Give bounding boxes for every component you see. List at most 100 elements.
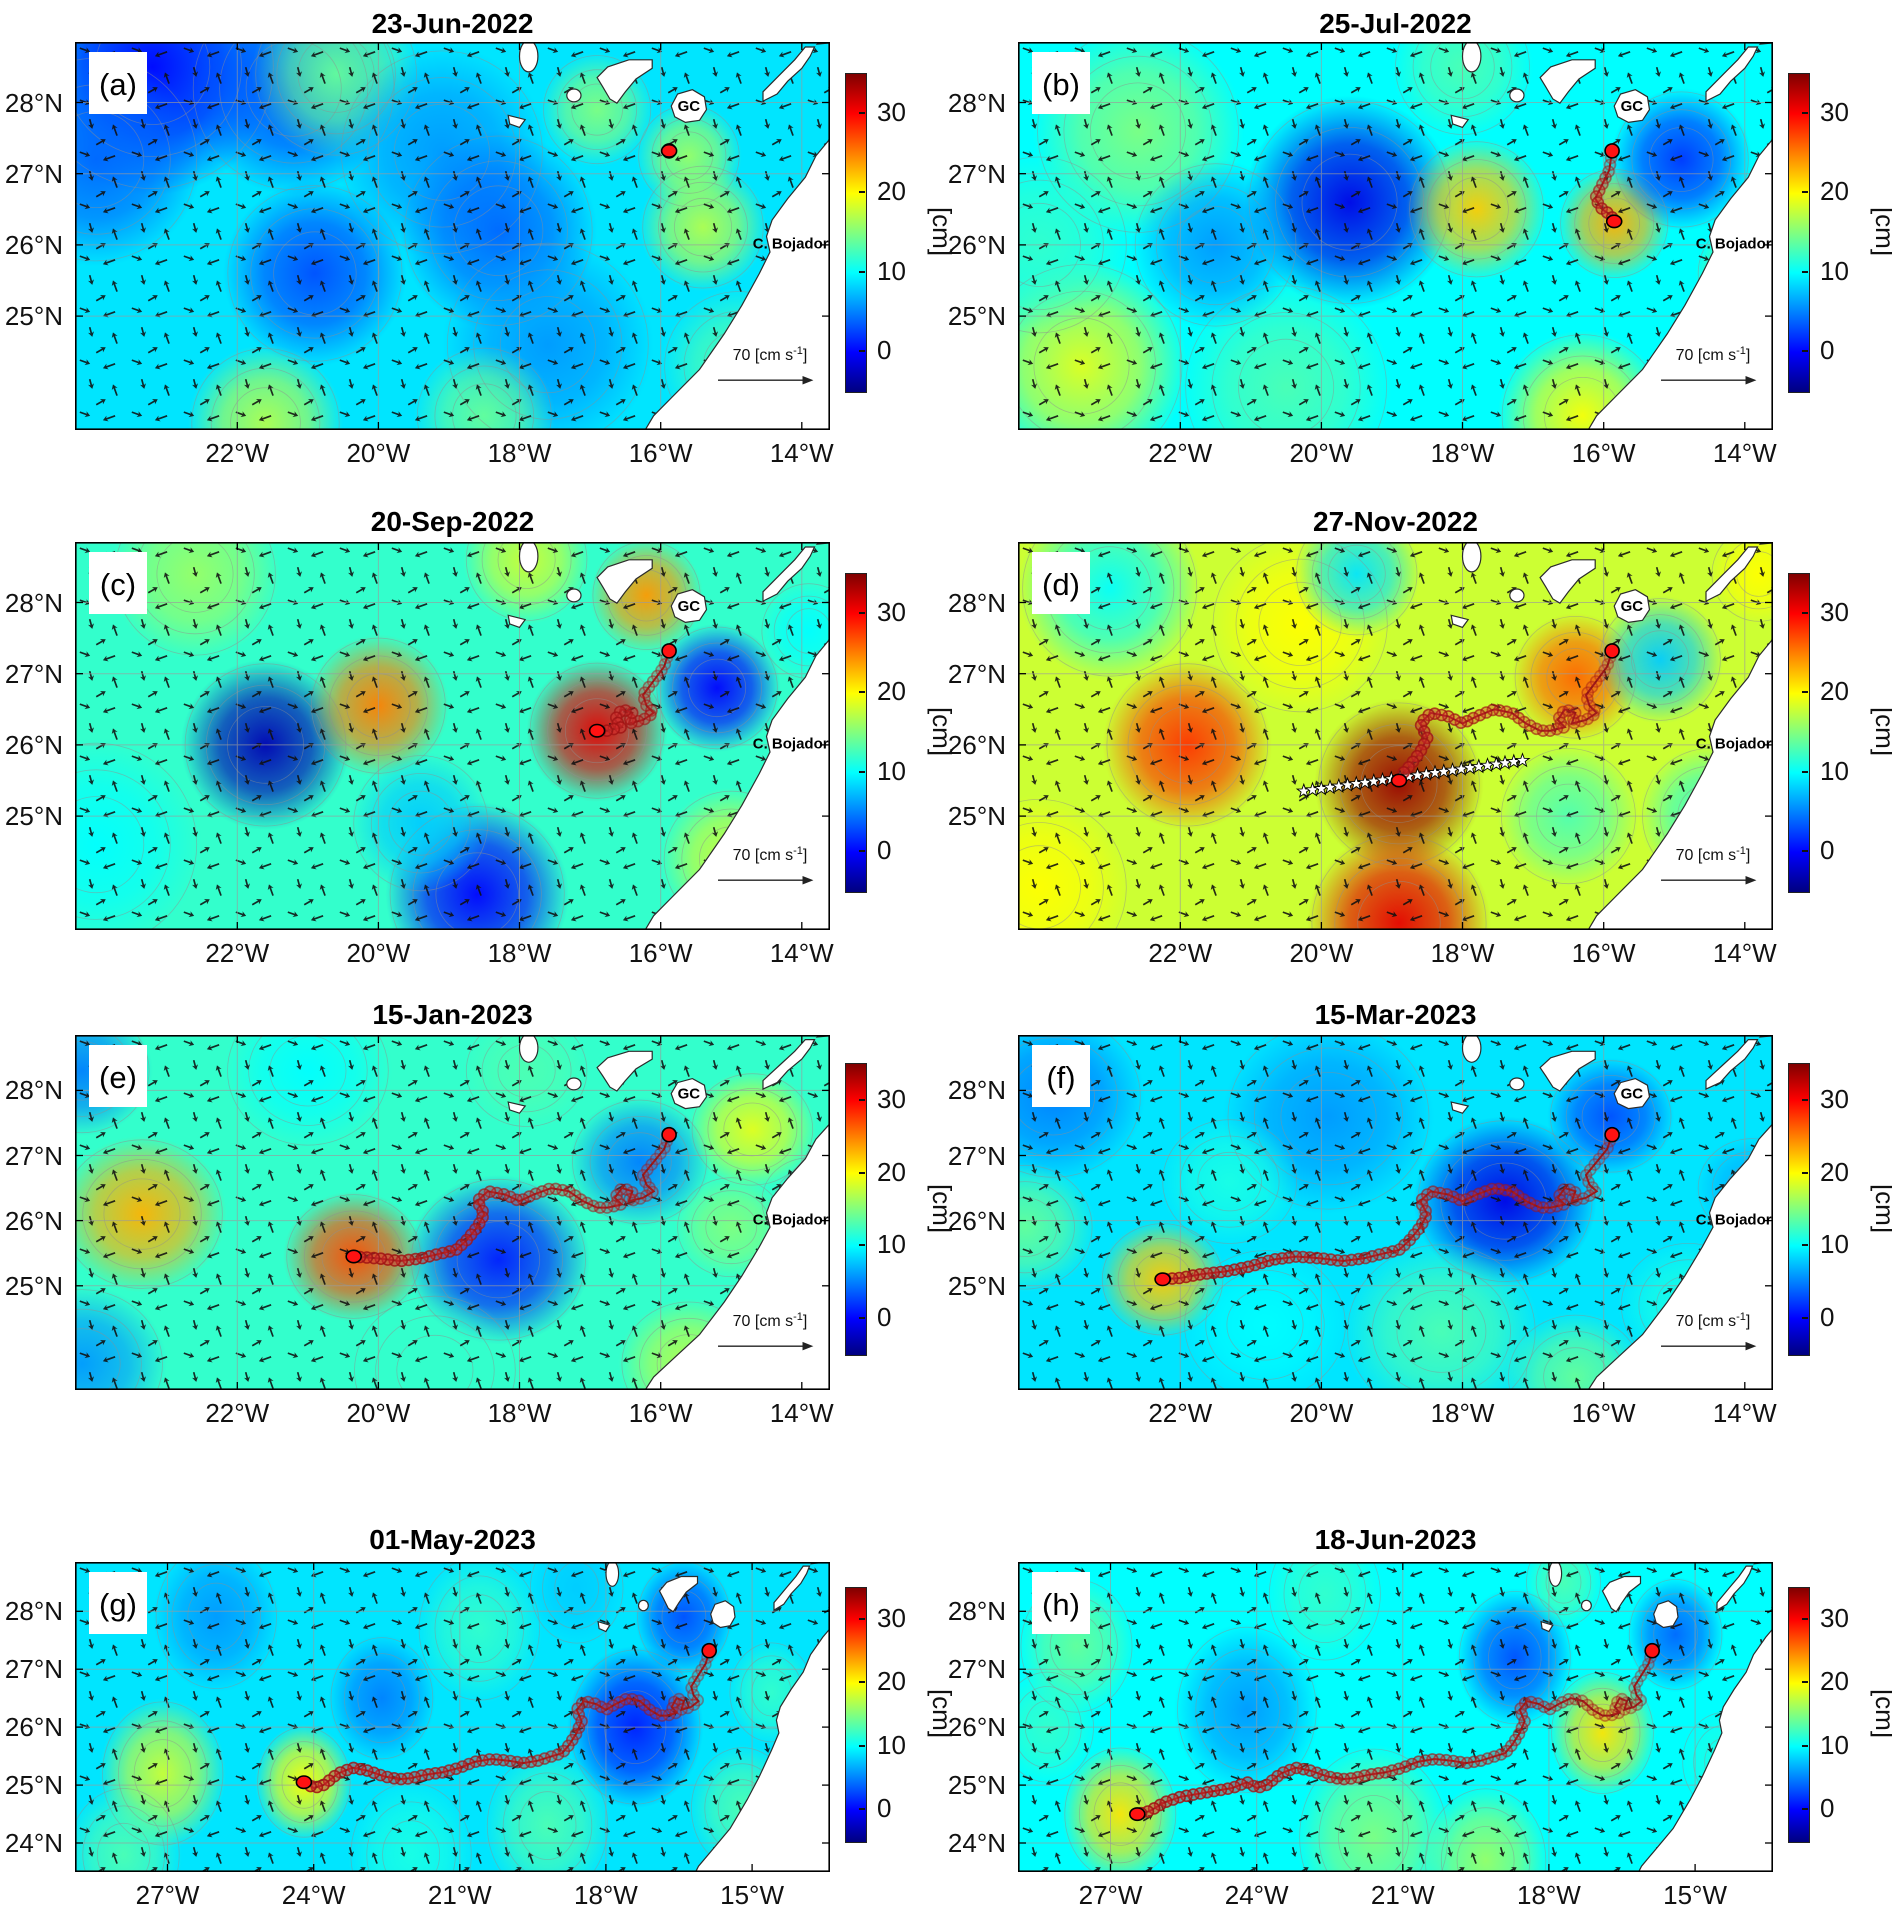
lat-tick-label: 26°N: [4, 1712, 63, 1743]
quiver-scale-arrow: [1661, 376, 1757, 385]
quiver-scale-label: 70 [cm s-1]: [733, 345, 808, 364]
panel-title: 25-Jul-2022: [1319, 8, 1472, 39]
lon-tick-label: 18°W: [487, 938, 552, 968]
cape-bojador-label: C. Bojador: [753, 736, 829, 753]
cape-bojador-label: C. Bojador: [1696, 236, 1772, 253]
lon-tick-label: 16°W: [1571, 438, 1636, 468]
colorbar-tick-label: 10: [877, 255, 906, 286]
map-c: GC C. Bojador 70 [cm s-1] (c): [75, 542, 830, 930]
colorbar-tick-label: 20: [877, 1156, 906, 1187]
colorbar-tick-mark: [1802, 191, 1808, 194]
map-f: GC C. Bojador 70 [cm s-1] (f): [1018, 1035, 1773, 1390]
lat-tick-label: 26°N: [4, 1205, 63, 1236]
eddy-current-center-marker: [1129, 1807, 1146, 1822]
cape-bojador-label: C. Bojador: [753, 1211, 829, 1228]
gran-canaria-label: GC: [1621, 598, 1644, 615]
land-layer: [1450, 542, 1773, 930]
eddy-track-daily-markers: [1397, 644, 1619, 779]
lat-tick-label: 26°N: [947, 229, 1006, 260]
lat-tick-label: 27°N: [947, 658, 1006, 689]
colorbar-tick-label: 10: [877, 1229, 906, 1260]
colorbar-tick-mark: [859, 1098, 865, 1101]
lat-tick-label: 24°N: [947, 1828, 1006, 1859]
lat-tick-label: 28°N: [4, 1075, 63, 1106]
colorbar-tick-mark: [859, 1317, 865, 1320]
colorbar-tick-label: 0: [1820, 835, 1835, 866]
island-tenerife: [658, 1575, 699, 1613]
lon-tick-label: 22°W: [1148, 938, 1213, 968]
colorbar-tick-mark: [1802, 350, 1808, 353]
lon-tick-label: 15°W: [1663, 1880, 1727, 1910]
panel-title: 20-Sep-2022: [370, 506, 535, 537]
island-la-palma: [1461, 42, 1482, 73]
lon-tick-label: 15°W: [720, 1880, 784, 1910]
colorbar-tick-mark: [859, 691, 865, 694]
lon-tick-label: 20°W: [346, 438, 411, 468]
colorbar-tick-mark: [1802, 1681, 1808, 1684]
lat-tick-label: 26°N: [4, 729, 63, 760]
african-coast-landmass: [1637, 1627, 1773, 1872]
lat-tick-label: 25°N: [947, 301, 1006, 332]
lat-tick-label: 26°N: [4, 229, 63, 260]
colorbar-tick-mark: [1802, 1617, 1808, 1620]
colorbar-tick-label: 30: [1820, 1602, 1849, 1633]
gran-canaria-label: GC: [678, 1086, 701, 1103]
panel-title: 15-Mar-2023: [1314, 999, 1477, 1030]
lon-tick-label: 18°W: [487, 438, 552, 468]
panel-letter-box: (g): [89, 1572, 147, 1634]
lon-tick-label: 16°W: [628, 938, 693, 968]
colorbar-tick-mark: [1802, 1744, 1808, 1747]
colorbar: [845, 73, 867, 394]
island-gran-canaria: [1613, 1077, 1651, 1110]
lat-tick-label: 28°N: [947, 1596, 1006, 1627]
island-fuerteventura: [1705, 46, 1759, 103]
colorbar-tick-mark: [859, 270, 865, 273]
african-coast-landmass: [644, 637, 830, 930]
graticule-gridlines: [1018, 1035, 1773, 1390]
colorbar-tick-label: 0: [1820, 1793, 1835, 1824]
colorbar: [1788, 73, 1810, 394]
panel-letter-box: (e): [89, 1045, 147, 1107]
lon-tick-label: 16°W: [628, 438, 693, 468]
colorbar-tick-mark: [1802, 611, 1808, 614]
colorbar-tick-label: 30: [877, 1602, 906, 1633]
lat-tick-label: 25°N: [947, 801, 1006, 832]
lat-tick-label: 28°N: [947, 1075, 1006, 1106]
quiver-scale-label: 70 [cm s-1]: [733, 1311, 808, 1330]
lon-tick-label: 22°W: [1148, 1398, 1213, 1428]
quiver-scale-arrow: [718, 1341, 814, 1351]
lon-tick-label: 14°W: [769, 1398, 834, 1428]
panel-title: 01-May-2023: [369, 1524, 536, 1555]
cape-bojador-label: C. Bojador: [753, 236, 829, 253]
eddy-track-line: [1398, 650, 1614, 778]
lon-tick-label: 22°W: [205, 1398, 270, 1428]
panel-letter-box: (b): [1032, 52, 1090, 114]
island-la-palma: [518, 1035, 539, 1063]
colorbar-tick-mark: [1802, 1098, 1808, 1101]
land-layer: [1450, 42, 1773, 430]
quiver-scale-label: 70 [cm s-1]: [1676, 845, 1751, 864]
lon-tick-label: 16°W: [1571, 1398, 1636, 1428]
panel-title: 23-Jun-2022: [371, 8, 534, 39]
colorbar-tick-mark: [859, 1744, 865, 1747]
lon-tick-label: 18°W: [1430, 938, 1495, 968]
colorbar-tick-label: 10: [1820, 1729, 1849, 1760]
eddy-track-line: [353, 1134, 671, 1263]
island-fuerteventura: [1705, 1038, 1759, 1091]
cape-bojador-label: C. Bojador: [1696, 1211, 1772, 1228]
lon-tick-label: 18°W: [487, 1398, 552, 1428]
colorbar-tick-label: 10: [877, 1729, 906, 1760]
colorbar-tick-mark: [859, 850, 865, 853]
island-el-hierro: [507, 614, 527, 629]
island-la-gomera: [566, 1077, 582, 1091]
colorbar-tick-label: 10: [877, 755, 906, 786]
panel-letter: (h): [1042, 1587, 1080, 1622]
african-coast-landmass: [1587, 137, 1773, 430]
island-fuerteventura: [762, 546, 816, 603]
island-la-gomera: [1509, 588, 1525, 603]
plot-border: [75, 1562, 830, 1872]
colorbar: [845, 573, 867, 894]
panel-letter-box: (c): [89, 552, 147, 614]
lat-tick-label: 28°N: [4, 87, 63, 118]
lat-tick-label: 25°N: [947, 1770, 1006, 1801]
